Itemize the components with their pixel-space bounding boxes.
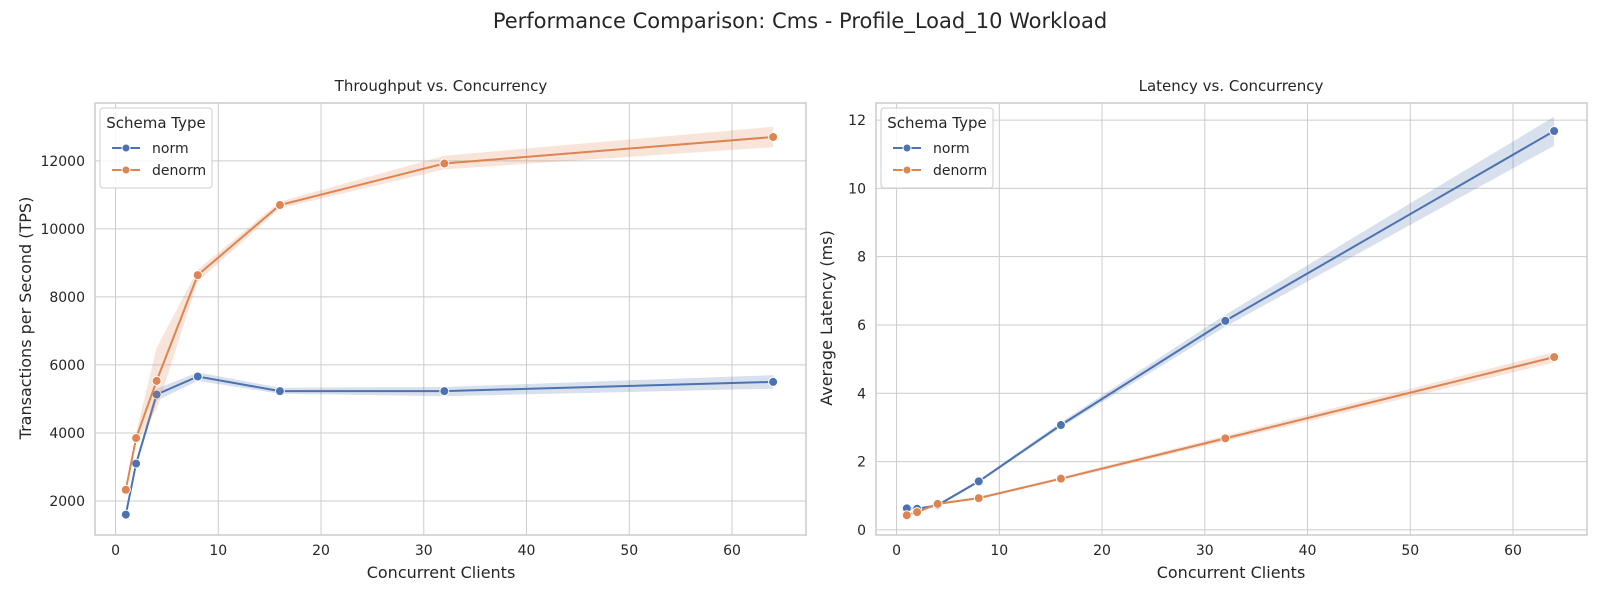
latency-norm-point (1220, 315, 1231, 326)
throughput-norm-point (131, 458, 142, 469)
latency-x-tick-label: 30 (1196, 543, 1214, 559)
latency-legend-denorm-label: denorm (933, 163, 987, 179)
throughput-norm-point (768, 376, 779, 387)
latency-norm-point (1055, 420, 1066, 431)
latency-norm-point (1549, 126, 1560, 137)
throughput-norm-ci-band (125, 372, 774, 517)
latency-x-tick-label: 40 (1299, 543, 1317, 559)
latency-y-tick-label: 8 (857, 250, 866, 266)
latency-y-tick-label: 10 (848, 181, 866, 197)
throughput-plot-area: 0 10 20 30 40 50 60 2000 4000 6000 8000 10000 12000 S… (40, 102, 807, 559)
throughput-title: Throughput vs. Concurrency (334, 77, 548, 95)
throughput-y-tick-label: 10000 (40, 222, 85, 238)
throughput-ylabel: Transactions per Second (TPS) (16, 197, 35, 441)
throughput-x-tick-label: 10 (209, 543, 227, 559)
latency-legend-title: Schema Type (887, 114, 987, 132)
throughput-denorm-point (151, 375, 162, 386)
throughput-denorm-ci-band (125, 126, 774, 493)
throughput-panel: Throughput vs. Concurrency Concurrent Cl… (16, 77, 807, 582)
throughput-y-tick-label: 6000 (49, 358, 85, 374)
latency-legend-norm-label: norm (933, 141, 970, 157)
throughput-legend-title: Schema Type (106, 114, 206, 132)
throughput-y-tick-label: 12000 (40, 154, 85, 170)
latency-x-tick-label: 60 (1504, 543, 1522, 559)
latency-norm-point (973, 476, 984, 487)
latency-legend-denorm-marker (902, 165, 912, 175)
latency-denorm-point (932, 498, 943, 509)
throughput-norm-point (120, 509, 131, 520)
latency-denorm-point (973, 493, 984, 504)
throughput-denorm-point (439, 158, 450, 169)
throughput-x-tick-label: 40 (518, 543, 536, 559)
throughput-x-tick-label: 30 (415, 543, 433, 559)
throughput-y-tick-label: 8000 (49, 290, 85, 306)
throughput-xlabel: Concurrent Clients (367, 563, 516, 582)
figure-suptitle: Performance Comparison: Cms - Profile_Lo… (493, 9, 1107, 34)
latency-y-tick-label: 2 (857, 455, 866, 471)
throughput-denorm-point (131, 433, 142, 444)
latency-xlabel: Concurrent Clients (1157, 563, 1306, 582)
throughput-x-tick-label: 50 (620, 543, 638, 559)
latency-y-tick-label: 6 (857, 318, 866, 334)
throughput-denorm-point (120, 484, 131, 495)
throughput-legend-denorm-marker (121, 165, 131, 175)
latency-denorm-line (906, 356, 1555, 517)
latency-x-tick-label: 20 (1093, 543, 1111, 559)
latency-denorm-point (912, 507, 923, 518)
latency-y-tick-label: 12 (848, 113, 866, 129)
throughput-x-tick-label: 0 (111, 543, 120, 559)
latency-x-tick-label: 0 (892, 543, 901, 559)
latency-y-tick-label: 4 (857, 386, 866, 402)
throughput-norm-point (439, 386, 450, 397)
throughput-x-tick-label: 20 (312, 543, 330, 559)
throughput-norm-point (192, 371, 203, 382)
latency-plot-area: 0 10 20 30 40 50 60 0 2 4 6 8 10 12 Schema Type norm den… (848, 102, 1588, 559)
latency-denorm-point (1220, 433, 1231, 444)
throughput-y-tick-label: 2000 (49, 494, 85, 510)
latency-axes-frame (875, 102, 1588, 536)
throughput-axes-frame (94, 102, 807, 536)
latency-ylabel: Average Latency (ms) (817, 230, 836, 406)
latency-x-tick-label: 50 (1401, 543, 1419, 559)
latency-denorm-point (901, 510, 912, 521)
latency-y-tick-label: 0 (857, 523, 866, 539)
throughput-legend-norm-label: norm (152, 141, 189, 157)
throughput-denorm-point (274, 200, 285, 211)
throughput-norm-point (274, 386, 285, 397)
throughput-x-tick-label: 60 (723, 543, 741, 559)
latency-x-tick-label: 10 (990, 543, 1008, 559)
latency-legend-norm-marker (902, 143, 912, 153)
throughput-y-tick-label: 4000 (49, 426, 85, 442)
throughput-denorm-point (768, 132, 779, 143)
latency-norm-ci-band (906, 116, 1555, 510)
throughput-legend-denorm-label: denorm (152, 163, 206, 179)
latency-denorm-point (1055, 473, 1066, 484)
latency-title: Latency vs. Concurrency (1139, 77, 1324, 95)
throughput-legend-norm-marker (121, 143, 131, 153)
throughput-denorm-point (192, 270, 203, 281)
latency-denorm-point (1549, 352, 1560, 363)
throughput-denorm-line (124, 136, 774, 490)
latency-panel: Latency vs. Concurrency Concurrent Clien… (817, 77, 1588, 582)
throughput-norm-line (124, 375, 774, 515)
